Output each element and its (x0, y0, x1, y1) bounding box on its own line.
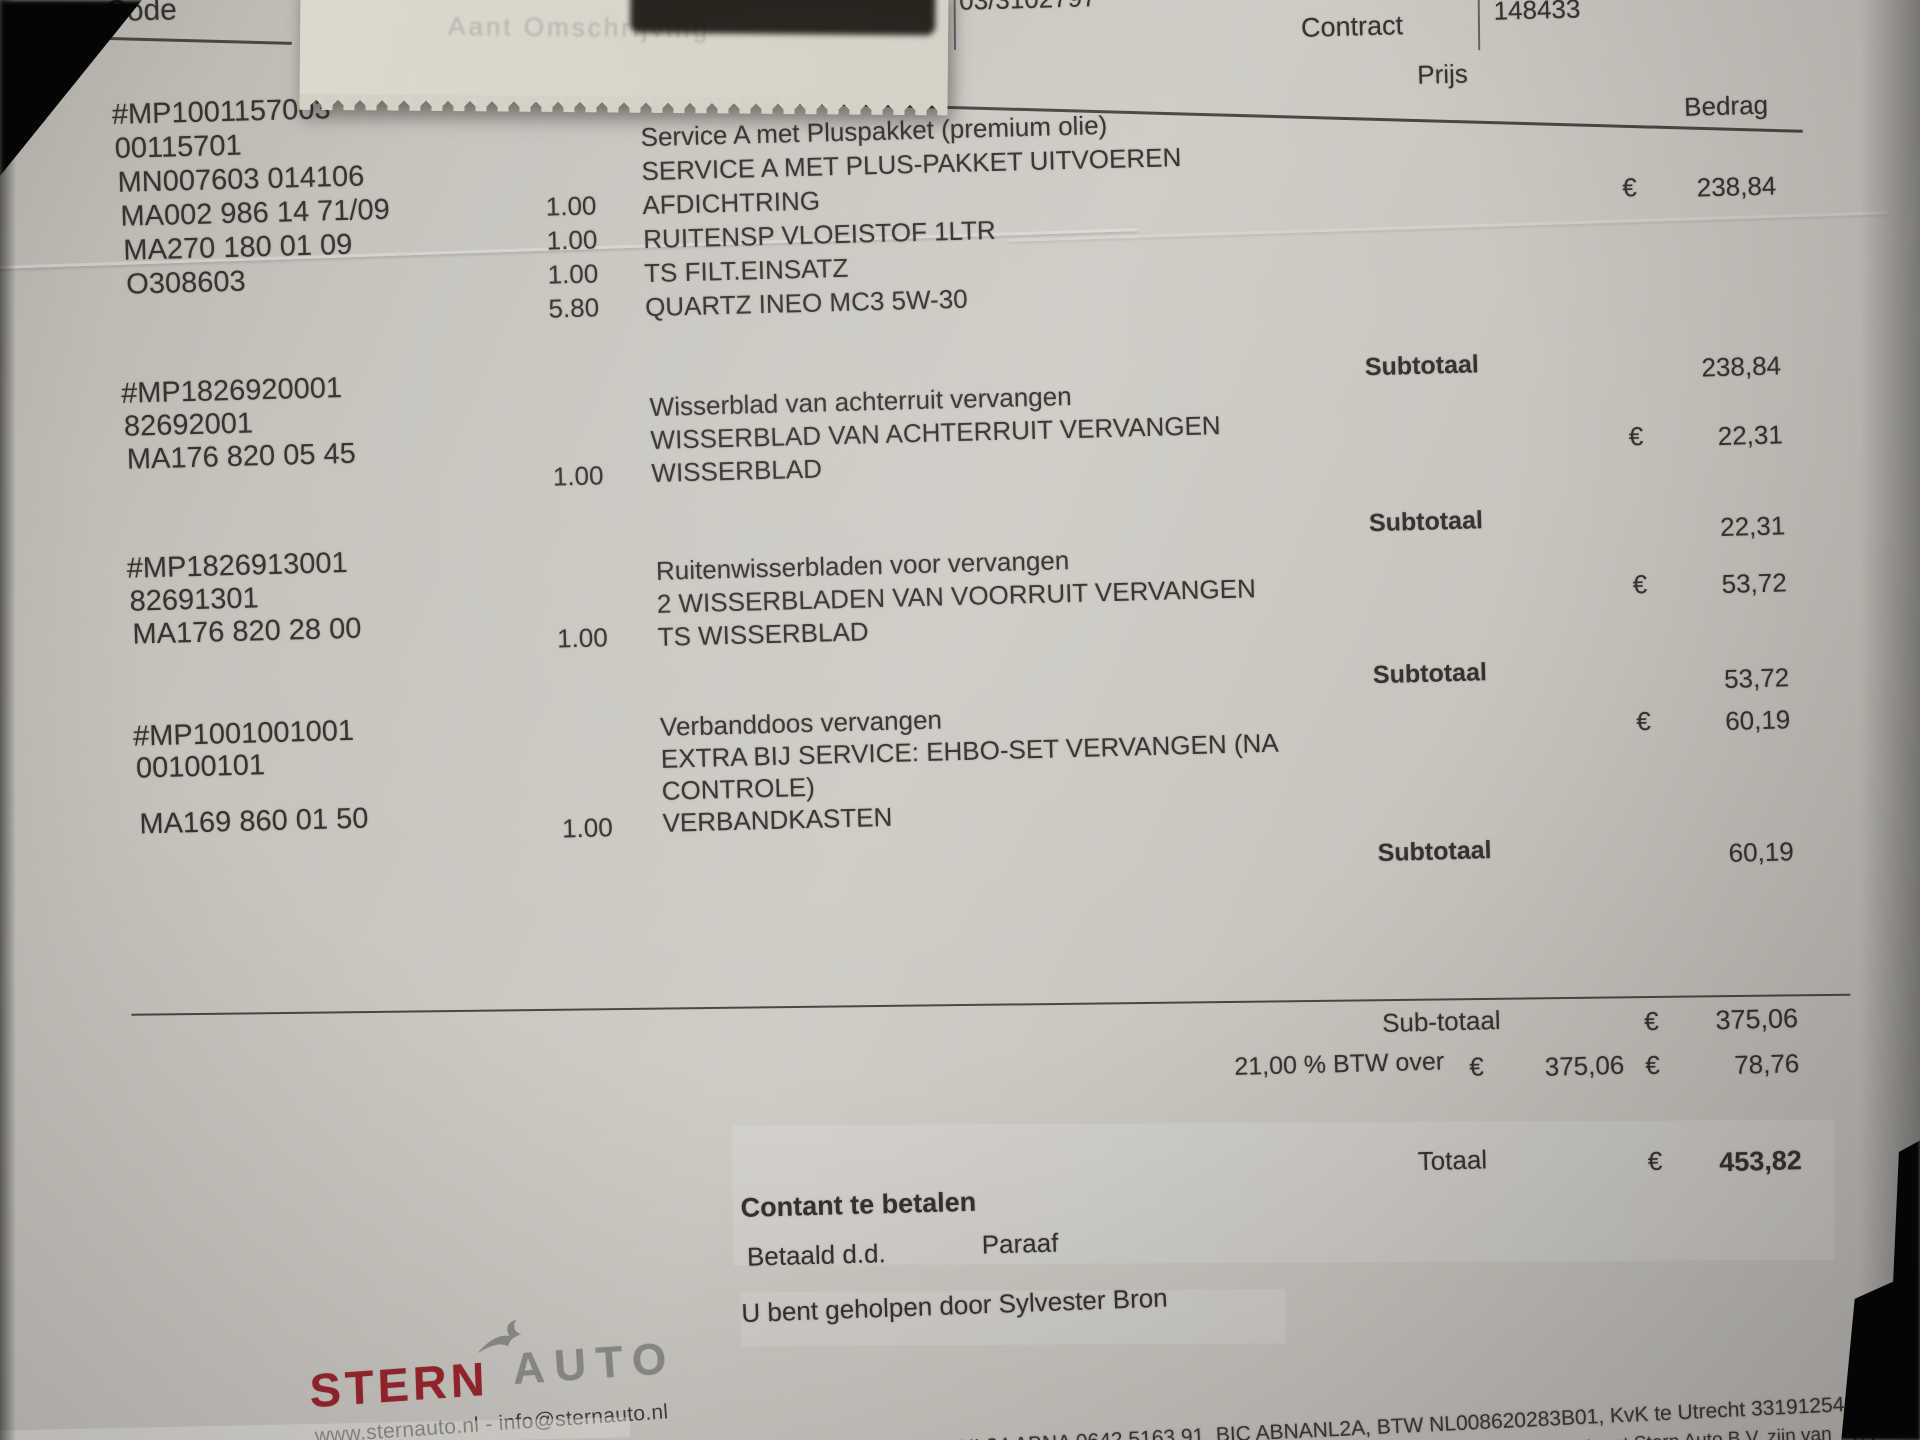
header-divider-line (953, 0, 957, 50)
item-description-line: CONTROLE) (661, 771, 816, 806)
paper-crease (1007, 211, 1888, 242)
item-code-line: 82691301 (129, 582, 260, 618)
item-amount: 60,19 (1724, 704, 1791, 736)
item-description-line: AFDICHTRING (642, 185, 821, 221)
item-quantity: 1.00 (547, 258, 599, 290)
vat-label: 21,00 % BTW over (1233, 1047, 1445, 1081)
price-column-label: Prijs (1416, 58, 1469, 90)
item-quantity: 1.00 (556, 622, 609, 654)
overlapping-torn-sheet: Aant Omschrijving (299, 0, 949, 100)
item-code-line: MA176 820 28 00 (132, 612, 362, 651)
header-divider-line (1477, 0, 1481, 51)
item-ref: #MP1826920001 (120, 372, 343, 410)
payment-method-label: Contant te betalen (740, 1186, 977, 1223)
item-quantity: 1.00 (545, 190, 597, 222)
item-ref: #MP1001157003 (111, 93, 331, 131)
item-code-line: 82692001 (123, 407, 254, 443)
subtotal-value: 53,72 (1723, 662, 1790, 694)
item-code-line: MA270 180 01 09 (123, 228, 353, 267)
item-description-line: QUARTZ INEO MC3 5W-30 (644, 283, 969, 323)
subtotal-value: 238,84 (1701, 350, 1782, 383)
item-quantity: 5.80 (548, 292, 600, 324)
totals-rule (131, 993, 1851, 1016)
item-description-line: WISSERBLAD (651, 453, 823, 488)
redaction-smudge (630, 0, 936, 36)
item-description-line: RUITENSP VLOEISTOF 1LTR (642, 214, 997, 255)
vat-base-value: 375,06 (1544, 1049, 1625, 1082)
brand-word-stern: STERN (308, 1351, 490, 1418)
subtotal-label: Subtotaal (1364, 350, 1480, 382)
paid-date-label: Betaald d.d. (746, 1238, 887, 1272)
contract-label: Contract (1300, 10, 1404, 43)
item-quantity: 1.00 (552, 460, 604, 492)
item-ref: #MP1826913001 (126, 546, 349, 585)
item-amount: 53,72 (1721, 567, 1788, 600)
item-amount: 22,31 (1717, 419, 1784, 452)
grand-subtotal-label: Sub-totaal (1381, 1004, 1501, 1039)
grand-subtotal-value: 375,06 (1715, 1003, 1799, 1036)
item-description-line: TS FILT.EINSATZ (643, 252, 849, 289)
vat-amount: 78,76 (1733, 1048, 1800, 1080)
item-code-line: 00115701 (114, 129, 243, 165)
item-description-line: TS WISSERBLAD (657, 616, 869, 652)
subtotal-label: Subtotaal (1368, 506, 1484, 538)
item-code-line: MA169 860 01 50 (139, 802, 369, 841)
brand-word-auto: AUTO (510, 1333, 678, 1394)
subtotal-label: Subtotaal (1372, 658, 1488, 690)
item-description-line: VERBANDKASTEN (662, 801, 893, 838)
subtotal-value: 60,19 (1728, 836, 1795, 868)
item-amount: 238,84 (1696, 170, 1777, 203)
total-label: Totaal (1417, 1144, 1488, 1177)
contract-number: 148433 (1493, 0, 1581, 26)
initials-label: Paraaf (981, 1227, 1059, 1260)
item-code-line: O308603 (125, 265, 247, 301)
item-quantity: 1.00 (561, 812, 614, 844)
item-code-line: MA176 820 05 45 (126, 437, 357, 476)
subtotal-label: Subtotaal (1377, 836, 1492, 868)
item-quantity: 1.00 (546, 224, 598, 256)
subtotal-value: 22,31 (1719, 510, 1786, 543)
order-number: 03/3102797 (959, 0, 1097, 17)
code-underline (89, 36, 292, 45)
amount-column-label: Bedrag (1683, 89, 1769, 122)
item-code-line: 00100101 (135, 749, 266, 785)
total-value: 453,82 (1718, 1145, 1803, 1178)
